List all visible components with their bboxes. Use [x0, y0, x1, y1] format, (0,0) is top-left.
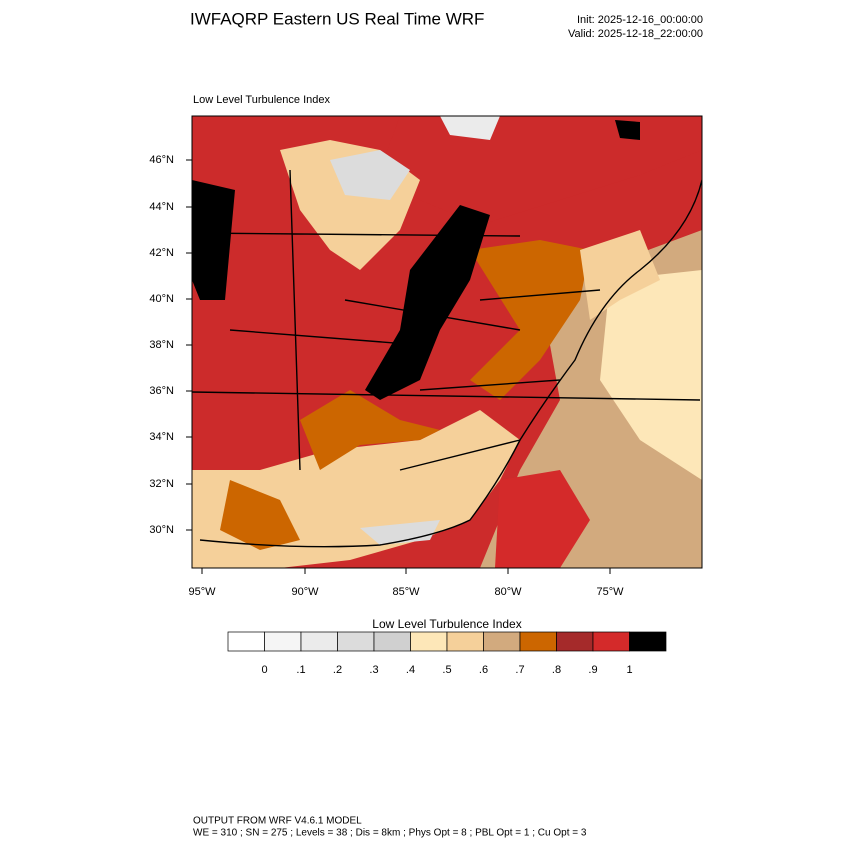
map-axes: 46°N 44°N 42°N 40°N 38°N 36°N 34°N 32°N 30°N 95°W… [149, 154, 624, 598]
init-time: Init: 2025-12-16_00:00:00 [577, 14, 703, 26]
lon-label: 90°W [291, 586, 319, 598]
colorbar-tick-label: 0 [261, 664, 267, 676]
footer-line: WE = 310 ; SN = 275 ; Levels = 38 ; Dis … [193, 828, 587, 839]
colorbar-box [629, 631, 667, 652]
lat-label: 40°N [149, 293, 174, 305]
colorbar-box [446, 631, 484, 652]
colorbar-box [483, 631, 521, 652]
valid-time: Valid: 2025-12-18_22:00:00 [568, 28, 703, 40]
map-title: Low Level Turbulence Index [193, 94, 330, 106]
colorbar-tick-label: .6 [479, 664, 488, 676]
colorbar-box [300, 631, 338, 652]
colorbar-box [519, 631, 557, 652]
lat-label: 44°N [149, 201, 174, 213]
lat-label: 46°N [149, 154, 174, 166]
lat-label: 30°N [149, 524, 174, 536]
lon-label: 95°W [188, 586, 216, 598]
footer-line: OUTPUT FROM WRF V4.6.1 MODEL [193, 816, 362, 827]
colorbar-tick-label: 1 [626, 664, 632, 676]
colorbar-tick-label: .5 [442, 664, 451, 676]
colorbar-box [337, 631, 375, 652]
colorbar-box [410, 631, 448, 652]
lat-label: 42°N [149, 247, 174, 259]
colorbar-tick-label: .4 [406, 664, 415, 676]
colorbar-box [592, 631, 630, 652]
lat-label: 32°N [149, 478, 174, 490]
colorbar-title: Low Level Turbulence Index [372, 617, 521, 631]
colorbar-tick-label: .8 [552, 664, 561, 676]
colorbar-box [264, 631, 302, 652]
colorbar-tick-label: .1 [296, 664, 305, 676]
lon-label: 85°W [392, 586, 420, 598]
lon-label: 80°W [494, 586, 522, 598]
colorbar-tick-label: .2 [333, 664, 342, 676]
colorbar: 0 .1 .2 .3 .4 .5 .6 .7 .8 .9 1 [227, 631, 667, 676]
lat-label: 34°N [149, 431, 174, 443]
lon-label: 75°W [596, 586, 624, 598]
colorbar-box [227, 631, 265, 652]
colorbar-box [373, 631, 411, 652]
lat-label: 36°N [149, 385, 174, 397]
colorbar-tick-label: .7 [515, 664, 524, 676]
colorbar-tick-label: .9 [588, 664, 597, 676]
map-field [191, 115, 703, 569]
lat-label: 38°N [149, 339, 174, 351]
colorbar-box [556, 631, 594, 652]
colorbar-tick-label: .3 [369, 664, 378, 676]
title: IWFAQRP Eastern US Real Time WRF [190, 9, 484, 28]
